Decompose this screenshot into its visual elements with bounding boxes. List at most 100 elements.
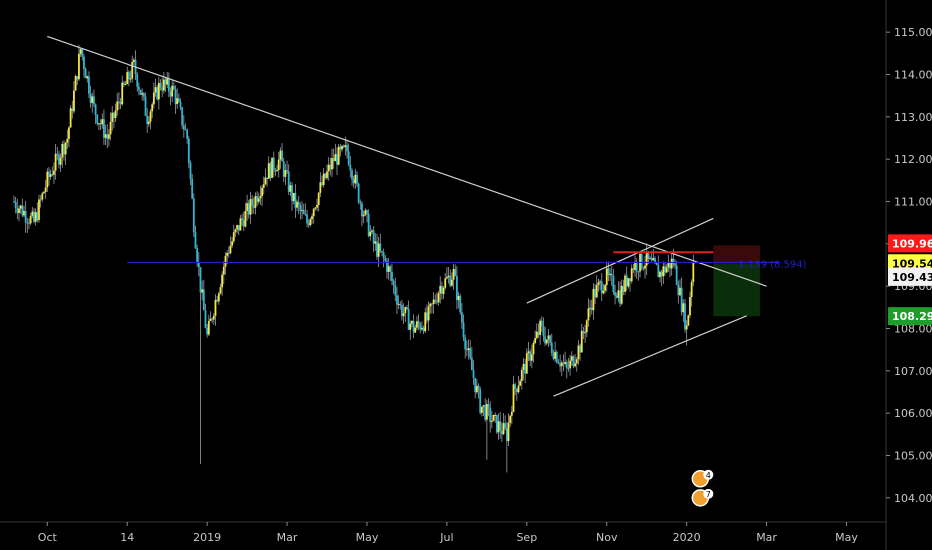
candle-body [682, 303, 685, 313]
candle-body [13, 201, 15, 203]
candle-body [307, 223, 310, 226]
candle-body [299, 205, 302, 211]
candle-body [524, 363, 527, 374]
candle-body [259, 196, 262, 199]
candle-body [187, 138, 190, 163]
candle-body [113, 112, 115, 118]
event-markers[interactable]: 47 [691, 469, 714, 507]
candle-body [41, 193, 44, 200]
candle-body [442, 287, 445, 294]
candle-body [167, 78, 170, 92]
candle-body [49, 174, 52, 177]
candle-body [231, 241, 234, 246]
candle-body [254, 196, 257, 208]
candle-body [347, 151, 350, 165]
y-tick-label: 114.000 [894, 69, 932, 82]
candle-body [201, 289, 204, 293]
candle-body [126, 72, 129, 85]
price-badge-yellow [888, 254, 932, 273]
candle-body [194, 232, 197, 248]
candle-body [332, 158, 335, 162]
candle-body [649, 257, 651, 259]
candle-body [539, 320, 542, 335]
candle-body [33, 211, 35, 222]
candle-body [104, 134, 107, 138]
candle-body [369, 231, 372, 237]
candle-body [276, 170, 278, 172]
candle-body [272, 157, 275, 171]
candle-body [534, 338, 537, 343]
event-count-label: 4 [706, 471, 711, 480]
candle-body [147, 121, 150, 124]
candle-body [349, 164, 352, 171]
candle-body [434, 299, 437, 302]
candle-body [346, 145, 348, 152]
candle-body [431, 303, 433, 305]
candle-body [632, 268, 635, 270]
candle-body [24, 210, 27, 223]
candle-body [590, 307, 593, 311]
candle-body [319, 182, 322, 193]
candle-body [156, 87, 159, 100]
candle-body [301, 209, 303, 211]
candle-body [129, 78, 132, 80]
candle-body [38, 199, 40, 221]
candle-body [515, 388, 518, 393]
candle-body [78, 53, 80, 80]
candle-body [680, 287, 683, 313]
candle-body [269, 163, 272, 178]
candle-body [206, 327, 209, 335]
trendline-1 [526, 217, 714, 304]
candle-body [502, 423, 505, 435]
candle-body [207, 321, 210, 335]
candle-body [53, 170, 55, 175]
candle-body [477, 385, 480, 389]
candle-body [367, 213, 370, 237]
candle-body [66, 138, 69, 143]
candle-body [227, 252, 230, 254]
candle-body [262, 184, 265, 188]
candle-body [629, 278, 631, 282]
event-count-bubble [703, 469, 714, 480]
candle-body [296, 201, 298, 208]
candle-body [437, 293, 440, 303]
drawings: 1.139 (8.594) [47, 35, 807, 397]
candle-body [620, 285, 623, 304]
candle-body [585, 320, 588, 333]
price-badge-green [888, 307, 932, 326]
candle-body [99, 123, 102, 125]
candle-body [172, 85, 175, 90]
y-tick-label: 115.000 [894, 26, 932, 39]
candle-body [357, 183, 360, 203]
candle-body [352, 179, 355, 184]
candle-body [139, 89, 142, 95]
candle-body [439, 285, 442, 294]
candle-body [447, 275, 450, 278]
candle-body [492, 414, 495, 421]
candle-body [286, 170, 288, 172]
candle-body [582, 330, 585, 334]
candle-body [449, 275, 452, 286]
candle-body [630, 268, 633, 282]
candle-body [84, 69, 87, 79]
candle-body [89, 93, 92, 103]
price-badge-label: 109.964 [892, 237, 932, 250]
candle-body [605, 268, 608, 286]
candle-body [232, 232, 235, 242]
candle-body [547, 335, 550, 340]
candle-body [645, 251, 648, 266]
candle-body [374, 241, 377, 244]
y-tick-label: 104.000 [894, 492, 932, 505]
candle-body [472, 370, 475, 378]
candle-body [96, 114, 99, 124]
candle-body [316, 204, 318, 208]
candle-body [212, 315, 215, 320]
candle-body [532, 342, 535, 355]
candle-body [552, 353, 555, 359]
candle-body [146, 115, 149, 124]
candle-body [520, 370, 523, 382]
candle-body [264, 177, 267, 185]
candle-body [459, 295, 462, 313]
